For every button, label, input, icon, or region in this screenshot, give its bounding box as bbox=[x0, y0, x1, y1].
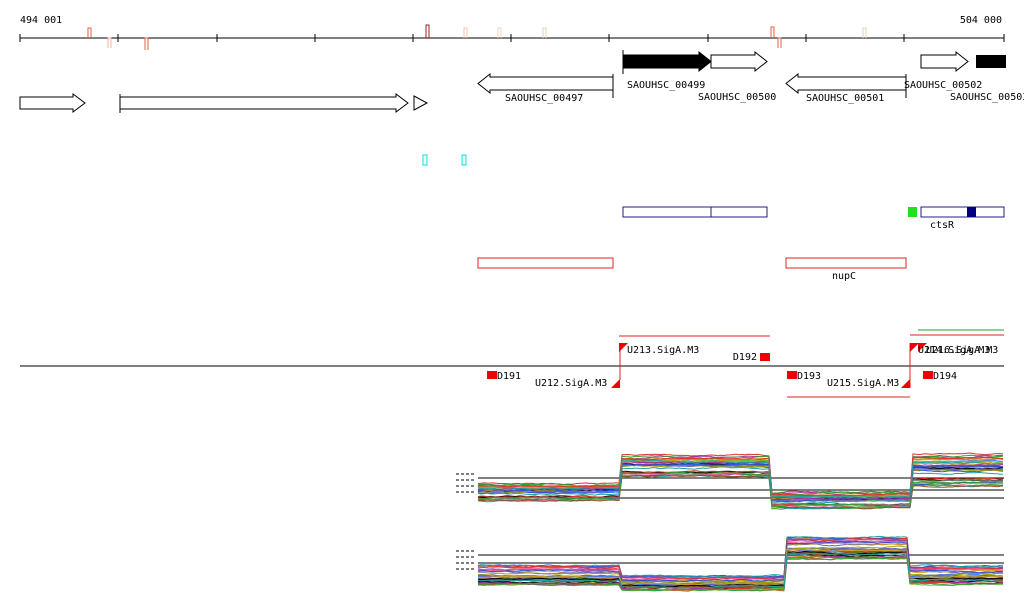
gene-arrow bbox=[413, 95, 429, 111]
signal-tick bbox=[862, 27, 867, 38]
expression-line bbox=[477, 545, 1004, 585]
expression-line bbox=[477, 537, 1004, 580]
feature-label: nupC bbox=[832, 271, 856, 282]
signal-tick bbox=[777, 37, 782, 48]
segment-label: D191 bbox=[497, 371, 521, 382]
gene-arrow bbox=[477, 72, 614, 95]
tss-marker bbox=[910, 343, 919, 352]
feature-box bbox=[920, 206, 1005, 218]
gene-arrow bbox=[622, 50, 712, 73]
signal-tick bbox=[107, 37, 112, 48]
segment-label: U215.SigA.M3 bbox=[827, 378, 899, 389]
expression-line bbox=[477, 557, 1004, 592]
expression-line bbox=[477, 463, 1004, 501]
tss-marker bbox=[918, 343, 927, 352]
signal-tick bbox=[542, 27, 547, 38]
expression-line bbox=[477, 554, 1004, 590]
gene-label: SAOUHSC_00502 bbox=[904, 80, 982, 91]
expression-line bbox=[477, 474, 1004, 510]
gene-arrow bbox=[19, 93, 86, 113]
tss-marker bbox=[611, 379, 620, 388]
segment-label: U213.SigA.M3 bbox=[627, 345, 699, 356]
probe-mark bbox=[461, 154, 467, 166]
expression-line bbox=[478, 540, 1004, 581]
feature-box bbox=[477, 257, 614, 269]
expression-line bbox=[478, 542, 1004, 582]
expression-line bbox=[477, 459, 1004, 498]
segment-label: U216.SigA.M3 bbox=[926, 345, 998, 356]
expression-line bbox=[477, 470, 1004, 506]
expression-line bbox=[477, 464, 1004, 502]
expression-line bbox=[478, 456, 1004, 497]
feature-label: ctsR bbox=[930, 220, 955, 231]
expression-line bbox=[477, 471, 1004, 507]
signal-tick bbox=[770, 26, 775, 38]
expression-line bbox=[477, 454, 1004, 496]
expression-line bbox=[477, 552, 1004, 589]
expression-line bbox=[477, 471, 1004, 508]
signal-tick bbox=[87, 27, 92, 38]
segment-label: U214.SigA.M3 bbox=[918, 345, 990, 356]
segment-label: D194 bbox=[933, 371, 957, 382]
expression-line bbox=[477, 458, 1004, 498]
feature-block bbox=[908, 207, 917, 217]
expression-line bbox=[477, 541, 1004, 583]
tss-marker bbox=[619, 343, 628, 352]
gene-label: SAOUHSC_00497 bbox=[505, 93, 583, 104]
probe-mark bbox=[422, 154, 428, 166]
segment-marker bbox=[787, 371, 797, 379]
signal-tick bbox=[497, 27, 502, 38]
axis-start-label: 494 001 bbox=[20, 15, 62, 26]
gene-label: SAOUHSC_00503 bbox=[950, 92, 1024, 103]
expression-line bbox=[477, 466, 1004, 505]
expression-line bbox=[477, 550, 1004, 588]
signal-tick bbox=[463, 27, 468, 38]
feature-block bbox=[967, 207, 976, 217]
signal-tick bbox=[144, 37, 149, 50]
gene-arrow bbox=[785, 72, 907, 95]
gene-arrow bbox=[119, 93, 409, 113]
gene-arrow bbox=[920, 50, 969, 73]
segment-marker bbox=[923, 371, 933, 379]
gene-label: SAOUHSC_00501 bbox=[806, 93, 884, 104]
segment-label: D193 bbox=[797, 371, 821, 382]
expression-line bbox=[477, 548, 1004, 586]
segment-marker bbox=[760, 353, 770, 361]
segment-label: U212.SigA.M3 bbox=[535, 378, 607, 389]
tss-marker bbox=[901, 379, 910, 388]
signal-tick bbox=[425, 24, 430, 38]
segment-marker bbox=[487, 371, 497, 379]
feature-box bbox=[785, 257, 907, 269]
gene-arrow bbox=[710, 50, 768, 73]
axis-end-label: 504 000 bbox=[960, 15, 1002, 26]
gene-label: SAOUHSC_00499 bbox=[627, 80, 705, 91]
gene-block bbox=[976, 55, 1006, 68]
segment-label: D192 bbox=[733, 352, 757, 363]
gene-label: SAOUHSC_00500 bbox=[698, 92, 776, 103]
feature-box bbox=[622, 206, 768, 218]
